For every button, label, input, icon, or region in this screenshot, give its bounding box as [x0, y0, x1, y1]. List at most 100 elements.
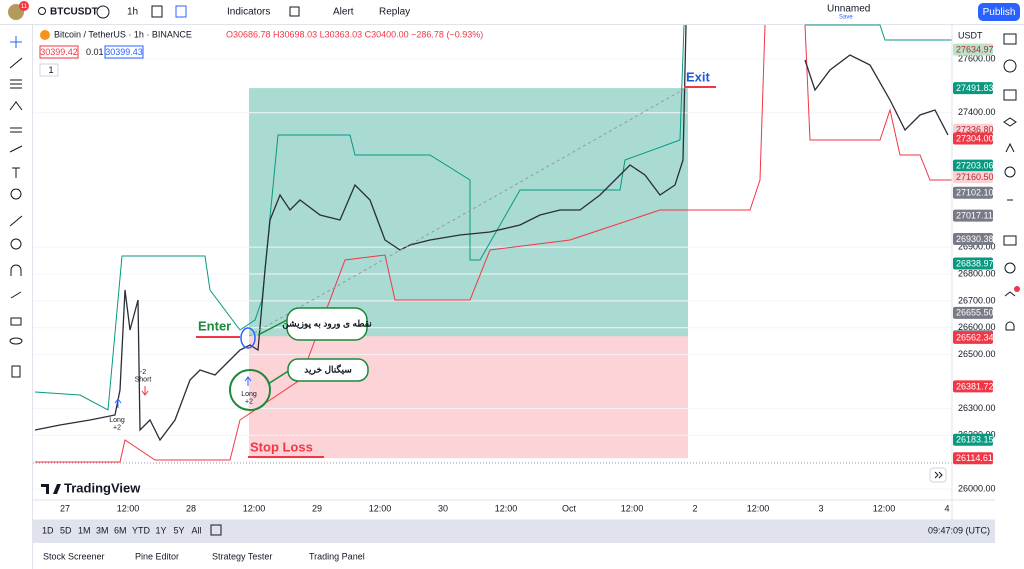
callout-text: سیگنال خرید [304, 363, 351, 375]
clock: 09:47:09 (UTC) [928, 525, 990, 535]
price-tick-label: 27400.00 [958, 107, 996, 117]
price-tag-label: 26655.50 [956, 308, 994, 318]
time-label: 30 [438, 503, 448, 513]
price-tag-label: 27102.10 [956, 188, 994, 198]
price-tick-label: 27600.00 [958, 53, 996, 63]
time-label: 12:00 [369, 503, 392, 513]
price-tag [953, 257, 993, 270]
price-tag [953, 159, 993, 172]
price-tag-label: 27160.50 [956, 172, 994, 182]
interval[interactable]: 1h [127, 7, 138, 18]
period-button[interactable]: All [192, 525, 202, 535]
period-button[interactable]: 6M [114, 525, 127, 535]
time-label: 4 [944, 503, 949, 513]
price-tag-label: 27634.97 [956, 44, 994, 54]
period-button[interactable]: 1M [78, 525, 91, 535]
callout-text: نقطه ی ورود به پوزیشن [282, 318, 372, 329]
price-tag-label: 27304.00 [956, 133, 994, 143]
period-button[interactable]: 1D [42, 525, 54, 535]
short-arrow [141, 386, 149, 396]
price-tag [953, 82, 993, 95]
panel-tab[interactable]: Pine Editor [135, 551, 179, 561]
top-toolbar [0, 0, 1024, 24]
period-button[interactable]: 3M [96, 525, 109, 535]
chart-style-icon[interactable] [151, 5, 163, 18]
time-label: 12:00 [243, 503, 266, 513]
long-arrow [244, 376, 252, 386]
exit-label: Exit [686, 69, 711, 84]
price-tag-label: 26183.15 [956, 435, 994, 445]
price-tag [953, 43, 993, 56]
indicators-button[interactable]: Indicators [227, 7, 270, 18]
time-label: 28 [186, 503, 196, 513]
price-tag [953, 232, 993, 245]
drawing-tools[interactable] [9, 36, 23, 378]
price-tag [953, 380, 993, 393]
time-label: 12:00 [747, 503, 770, 513]
publish-label: Publish [983, 7, 1016, 18]
period-button[interactable]: YTD [132, 525, 151, 535]
signal-marker [229, 369, 271, 411]
time-label: 3 [818, 503, 823, 513]
collapse-count: 1 [48, 65, 53, 75]
watermark: TradingView [64, 480, 141, 495]
price-tick-label: 26500.00 [958, 349, 996, 359]
price-tag-label: 27336.80 [956, 125, 994, 135]
bottom-panel [33, 543, 995, 569]
date-range-icon[interactable] [210, 524, 222, 536]
long-arrow [114, 398, 122, 408]
publish-button[interactable] [978, 3, 1020, 21]
candle-icon[interactable] [175, 5, 187, 18]
price-tag-label: 27203.06 [956, 161, 994, 171]
time-label: Oct [562, 503, 577, 513]
price-tag-label: 26930.38 [956, 234, 994, 244]
short-label: -2 Short [135, 369, 152, 384]
panel-tab[interactable]: Trading Panel [309, 551, 365, 561]
symbol[interactable]: BTCUSDT [50, 7, 98, 18]
price-tag [953, 433, 993, 446]
alert-button[interactable]: Alert [333, 7, 354, 18]
layouts-icon[interactable] [289, 6, 300, 17]
layout-name[interactable]: Unnamed [827, 4, 870, 15]
price-tag [953, 132, 993, 145]
scroll-icon [934, 471, 943, 479]
callout-pointer [257, 319, 288, 336]
ask: 30399.43 [105, 47, 143, 57]
add-symbol[interactable] [96, 5, 110, 19]
ask-box[interactable] [104, 45, 144, 59]
callout [287, 358, 369, 382]
price-tag-label: 27017.11 [956, 211, 993, 221]
price-tick-label: 26300.00 [958, 403, 996, 413]
panel-tab[interactable]: Strategy Tester [212, 551, 272, 561]
legend-title: Bitcoin / TetherUS · 1h · BINANCE [54, 29, 192, 39]
time-label: 2 [692, 503, 697, 513]
bid: 30399.42 [40, 47, 78, 57]
price-tag-label: 26381.72 [956, 381, 994, 391]
take-profit-zone [249, 88, 688, 337]
entry-marker [240, 327, 256, 349]
bid-box[interactable] [39, 45, 79, 59]
panel-tab[interactable]: Stock Screener [43, 551, 105, 561]
price-tag-label: 26838.97 [956, 258, 994, 268]
time-label: 12:00 [495, 503, 518, 513]
price-tick-label: 26700.00 [958, 295, 996, 305]
time-label: 29 [312, 503, 322, 513]
symbol-logo [40, 30, 50, 40]
period-button[interactable]: 5Y [174, 525, 185, 535]
period-button[interactable]: 1Y [156, 525, 167, 535]
time-label: 27 [60, 503, 70, 513]
replay-button[interactable]: Replay [379, 7, 410, 18]
upper-band [805, 24, 952, 41]
period-button[interactable]: 5D [60, 525, 72, 535]
enter-label: Enter [198, 318, 231, 333]
price-tag [953, 186, 993, 199]
notification-dot [1014, 286, 1020, 292]
sidebar-icons[interactable] [1003, 33, 1017, 331]
collapse-button[interactable] [39, 63, 59, 77]
price-tag [953, 209, 993, 222]
price-tag [953, 306, 993, 319]
price-tag-label: 26114.61 [956, 453, 993, 463]
badge-count: 11 [21, 4, 28, 10]
watermark-logo [41, 484, 61, 494]
